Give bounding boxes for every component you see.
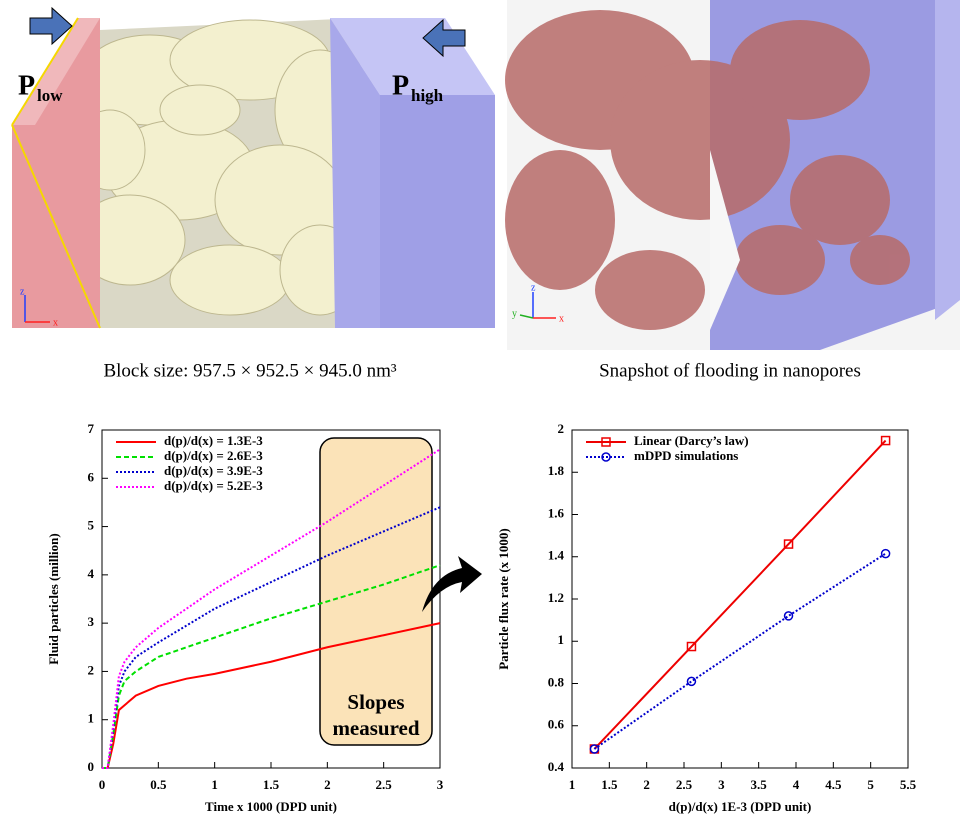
- x-tick-label: 5.5: [900, 777, 917, 792]
- x-tick-label: 2: [643, 777, 650, 792]
- marker: [686, 641, 697, 652]
- y-tick-label: 1.4: [548, 548, 565, 563]
- y-tick-label: 1.8: [548, 463, 565, 478]
- marker: [686, 676, 697, 687]
- y-tick-label: 0.8: [548, 674, 565, 689]
- x-axis-label: d(p)/d(x) 1E-3 (DPD unit): [669, 799, 812, 814]
- y-tick-label: 0: [88, 759, 95, 774]
- x-tick-label: 1.5: [601, 777, 618, 792]
- axis-label: z: [20, 286, 25, 297]
- y-axis-label: Particle flux rate (x 1000): [496, 528, 511, 670]
- y-tick-label: 1.6: [548, 505, 565, 520]
- series-line: [102, 448, 441, 769]
- y-tick-label: 3: [88, 614, 95, 629]
- legend-label: d(p)/d(x) = 2.6E-3: [164, 448, 263, 463]
- y-tick-label: 7: [88, 421, 95, 436]
- marker: [589, 744, 600, 754]
- y-tick-label: 2: [88, 662, 95, 677]
- y-tick-label: 0.6: [548, 717, 565, 732]
- series-line: [593, 439, 887, 750]
- series-line: [593, 552, 887, 750]
- x-tick-label: 4.5: [825, 777, 842, 792]
- x-tick-label: 3: [437, 777, 444, 792]
- y-axis-label: Fluid particles (million): [46, 533, 61, 664]
- caption: Block size: 957.5 × 952.5 × 945.0 nm³: [103, 360, 396, 381]
- marker: [880, 548, 891, 559]
- x-tick-label: 2.5: [376, 777, 393, 792]
- pressure-subscript: high: [411, 86, 444, 105]
- axis-label: y: [512, 308, 517, 319]
- y-tick-label: 1: [88, 711, 95, 726]
- marker: [783, 539, 794, 549]
- axis-label: z: [531, 282, 536, 293]
- x-tick-label: 4: [793, 777, 800, 792]
- plot-frame: [571, 429, 909, 769]
- legend-label: d(p)/d(x) = 5.2E-3: [164, 478, 263, 493]
- marker: [880, 435, 891, 446]
- arrow: [422, 556, 482, 612]
- y-tick-label: 6: [88, 469, 95, 484]
- pressure-label: P: [18, 70, 35, 101]
- pressure-label: P: [392, 70, 409, 101]
- x-tick-label: 1.5: [263, 777, 280, 792]
- series-line: [102, 564, 441, 769]
- y-tick-label: 1.2: [548, 590, 564, 605]
- y-tick-label: 1: [558, 632, 565, 647]
- legend-marker: [601, 437, 611, 447]
- series-line: [102, 622, 441, 769]
- annotation: measured: [332, 716, 419, 740]
- legend-label: mDPD simulations: [634, 448, 738, 463]
- y-tick-label: 2: [558, 421, 565, 436]
- x-tick-label: 1: [569, 777, 576, 792]
- x-tick-label: 0.5: [150, 777, 167, 792]
- legend-label: d(p)/d(x) = 3.9E-3: [164, 463, 263, 478]
- x-tick-label: 2: [324, 777, 331, 792]
- legend-label: Linear (Darcy’s law): [634, 433, 749, 448]
- legend-label: d(p)/d(x) = 1.3E-3: [164, 433, 263, 448]
- x-axis-label: Time x 1000 (DPD unit): [205, 799, 337, 814]
- legend-marker: [601, 452, 611, 462]
- x-tick-label: 5: [867, 777, 874, 792]
- x-tick-label: 3: [718, 777, 725, 792]
- pressure-subscript: low: [37, 86, 63, 105]
- axis-label: x: [53, 317, 58, 328]
- x-tick-label: 0: [99, 777, 106, 792]
- porous-block-image: [11, 6, 495, 329]
- x-tick-label: 1: [211, 777, 218, 792]
- x-tick-label: 3.5: [751, 777, 768, 792]
- y-tick-label: 0.4: [548, 759, 565, 774]
- marker: [783, 611, 794, 621]
- flooding-image: [505, 0, 960, 350]
- y-tick-label: 4: [88, 566, 95, 581]
- caption: Snapshot of flooding in nanopores: [599, 360, 861, 381]
- x-tick-label: 2.5: [676, 777, 693, 792]
- y-tick-label: 5: [88, 518, 95, 533]
- axis-label: x: [559, 313, 564, 324]
- annotation: Slopes: [347, 690, 404, 714]
